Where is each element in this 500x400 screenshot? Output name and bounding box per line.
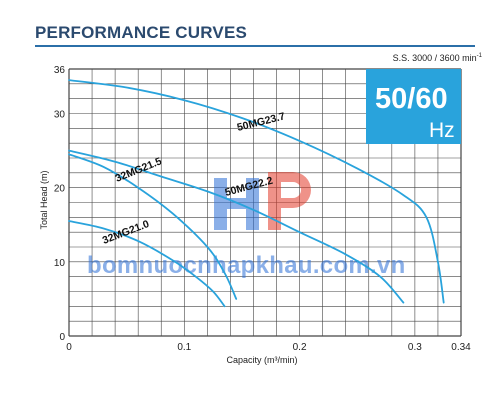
curve-50MG22.2 (68, 149, 405, 304)
curve-32MG21.0 (68, 220, 226, 308)
chart-title: PERFORMANCE CURVES (35, 23, 248, 42)
title-underline (35, 45, 475, 47)
y-tick-label: 20 (54, 184, 66, 195)
y-axis-label: Total Head (m) (39, 170, 49, 229)
label-50MG23.7: 50MG23.7 (236, 110, 287, 134)
y-tick-label: 30 (54, 110, 66, 121)
curves-layer (68, 79, 445, 308)
curve-32MG21.5 (68, 153, 238, 300)
speed-note-exponent: -1 (476, 53, 482, 59)
hp-logo-p-stem (268, 172, 281, 230)
speed-note-text: S.S. 3000 / 3600 min (392, 53, 477, 63)
y-tick-label: 36 (54, 65, 66, 76)
badge-frequency: 50/60 (375, 83, 448, 115)
y-tick-label: 0 (59, 332, 65, 343)
frequency-badge: 50/60 Hz (366, 69, 461, 144)
watermark: bomnuocnhapkhau.com.vn (87, 172, 406, 279)
x-tick-label: 0.34 (451, 342, 471, 353)
x-axis-label: Capacity (m³/min) (226, 355, 297, 365)
hp-logo-p-bowl (281, 172, 311, 208)
label-32MG21.5: 32MG21.5 (114, 155, 164, 185)
x-tick-label: 0 (66, 342, 72, 353)
curve-50MG23.7 (68, 79, 445, 304)
x-tick-label: 0.1 (177, 342, 191, 353)
x-tick-label: 0.2 (293, 342, 307, 353)
axis-ticks: 0 0.1 0.2 0.3 0.34 0 10 20 30 36 (54, 65, 471, 353)
y-tick-label: 10 (54, 258, 66, 269)
x-tick-label: 0.3 (408, 342, 422, 353)
badge-box (366, 69, 461, 144)
speed-note: S.S. 3000 / 3600 min-1 (393, 53, 482, 63)
watermark-text: bomnuocnhapkhau.com.vn (87, 252, 406, 279)
badge-unit: Hz (429, 119, 455, 142)
